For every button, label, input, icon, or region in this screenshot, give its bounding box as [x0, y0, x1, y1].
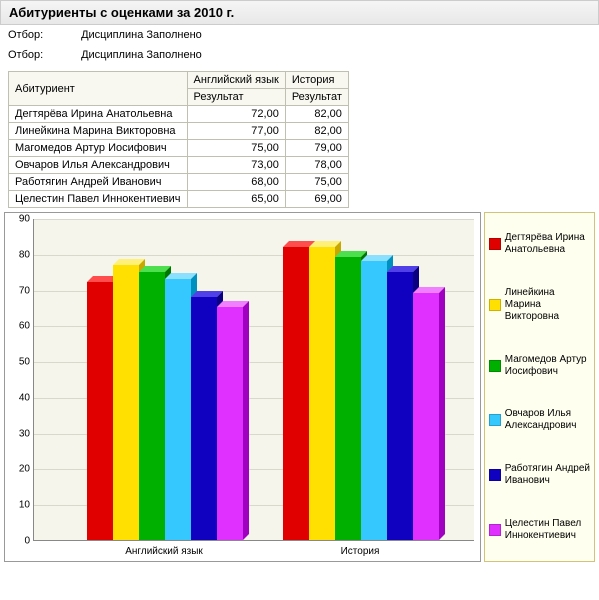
legend-label: Работягин Андрей Иванович — [505, 463, 590, 487]
filter-label: Отбор: — [8, 29, 78, 41]
y-axis-label: 90 — [10, 214, 30, 225]
legend-item: Линейкина Марина Викторовна — [485, 285, 594, 325]
cell-value: 69,00 — [285, 191, 348, 208]
cell-value: 72,00 — [187, 106, 285, 123]
legend-swatch — [489, 360, 501, 372]
legend-item: Дегтярёва Ирина Анатольевна — [485, 230, 594, 258]
y-axis-label: 60 — [10, 321, 30, 332]
legend-label: Целестин Павел Иннокентиевич — [505, 518, 590, 542]
cell-value: 73,00 — [187, 157, 285, 174]
legend-label: Магомедов Артур Иосифович — [505, 354, 590, 378]
bar — [217, 307, 243, 540]
bar-chart: 0 10 20 30 40 50 60 70 80 90 Английский язык Истор… — [4, 212, 481, 562]
y-axis-label: 70 — [10, 285, 30, 296]
bar — [387, 272, 413, 540]
cell-value: 78,00 — [285, 157, 348, 174]
table-row: Магомедов Артур Иосифович75,0079,00 — [9, 140, 349, 157]
bar — [361, 261, 387, 540]
filter-row-1: Отбор: Дисциплина Заполнено — [0, 25, 599, 45]
bar — [87, 282, 113, 540]
col-subject-0: Английский язык — [187, 72, 285, 89]
cell-name: Магомедов Артур Иосифович — [9, 140, 188, 157]
legend-label: Дегтярёва Ирина Анатольевна — [505, 232, 590, 256]
col-subject-1: История — [285, 72, 348, 89]
cell-value: 65,00 — [187, 191, 285, 208]
legend-swatch — [489, 414, 501, 426]
cell-value: 79,00 — [285, 140, 348, 157]
cell-value: 82,00 — [285, 106, 348, 123]
table-row: Целестин Павел Иннокентиевич65,0069,00 — [9, 191, 349, 208]
legend-label: Овчаров Илья Александрович — [505, 408, 590, 432]
legend-swatch — [489, 524, 501, 536]
bar — [113, 265, 139, 540]
cell-name: Работягин Андрей Иванович — [9, 174, 188, 191]
y-axis-label: 30 — [10, 428, 30, 439]
cell-name: Целестин Павел Иннокентиевич — [9, 191, 188, 208]
cell-value: 77,00 — [187, 123, 285, 140]
legend-swatch — [489, 469, 501, 481]
cell-value: 75,00 — [285, 174, 348, 191]
legend-swatch — [489, 238, 501, 250]
filter-value: Дисциплина Заполнено — [81, 29, 202, 41]
gridline — [34, 255, 474, 256]
bar — [191, 297, 217, 540]
cell-value: 68,00 — [187, 174, 285, 191]
cell-value: 75,00 — [187, 140, 285, 157]
bar — [139, 272, 165, 540]
gridline — [34, 219, 474, 220]
legend-swatch — [489, 299, 501, 311]
table-row: Линейкина Марина Викторовна77,0082,00 — [9, 123, 349, 140]
filter-label: Отбор: — [8, 49, 78, 61]
results-table: Абитуриент Английский язык История Резул… — [8, 71, 349, 208]
cell-value: 82,00 — [285, 123, 348, 140]
bar — [283, 247, 309, 540]
cell-name: Овчаров Илья Александрович — [9, 157, 188, 174]
legend-item: Магомедов Артур Иосифович — [485, 352, 594, 380]
col-applicant: Абитуриент — [9, 72, 188, 106]
cell-name: Дегтярёва Ирина Анатольевна — [9, 106, 188, 123]
legend-label: Линейкина Марина Викторовна — [505, 287, 590, 323]
x-axis-label: История — [341, 546, 380, 557]
x-axis-label: Английский язык — [125, 546, 203, 557]
col-result-1: Результат — [285, 89, 348, 106]
cell-name: Линейкина Марина Викторовна — [9, 123, 188, 140]
y-axis-label: 80 — [10, 249, 30, 260]
table-row: Овчаров Илья Александрович73,0078,00 — [9, 157, 349, 174]
y-axis-label: 50 — [10, 357, 30, 368]
col-result-0: Результат — [187, 89, 285, 106]
bar — [309, 247, 335, 540]
table-row: Работягин Андрей Иванович68,0075,00 — [9, 174, 349, 191]
bar — [413, 293, 439, 540]
y-axis-label: 10 — [10, 500, 30, 511]
legend-item: Работягин Андрей Иванович — [485, 461, 594, 489]
legend-item: Овчаров Илья Александрович — [485, 406, 594, 434]
bar — [165, 279, 191, 540]
report-title: Абитуриенты с оценками за 2010 г. — [0, 0, 599, 25]
legend-item: Целестин Павел Иннокентиевич — [485, 516, 594, 544]
table-row: Дегтярёва Ирина Анатольевна72,0082,00 — [9, 106, 349, 123]
y-axis-label: 40 — [10, 392, 30, 403]
filter-row-2: Отбор: Дисциплина Заполнено — [0, 45, 599, 65]
y-axis-label: 20 — [10, 464, 30, 475]
filter-value: Дисциплина Заполнено — [81, 49, 202, 61]
y-axis-label: 0 — [10, 536, 30, 547]
bar — [335, 257, 361, 540]
chart-legend: Дегтярёва Ирина Анатольевна Линейкина Мар… — [484, 212, 595, 562]
